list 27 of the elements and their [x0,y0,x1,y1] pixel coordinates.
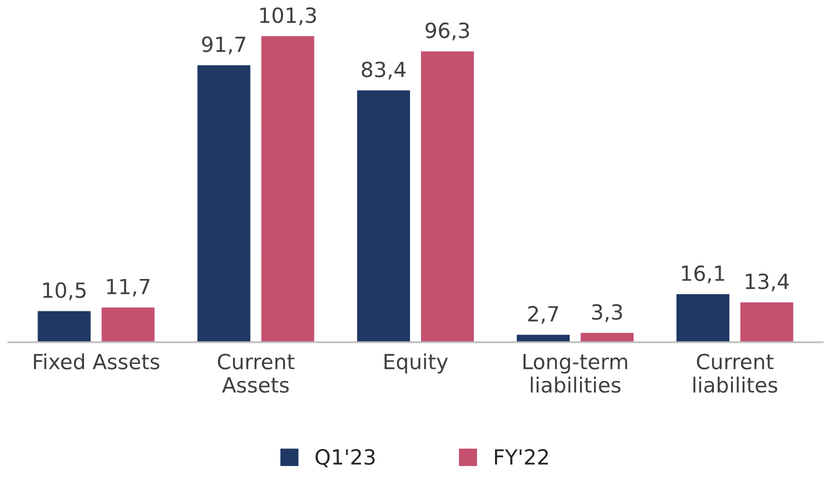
bar [260,34,316,342]
data-label: 101,3 [260,7,316,26]
data-label: 3,3 [592,304,622,322]
x-tick-label: Equity [384,353,448,374]
bar [356,88,412,342]
data-label: 96,3 [426,22,469,40]
legend-label: Q1'23 [316,449,375,468]
bar [675,292,731,342]
bar [36,310,92,342]
bar [515,333,572,342]
data-label: 2,7 [528,306,558,324]
data-label: 16,1 [682,265,724,284]
data-label: 83,4 [362,62,406,80]
data-label: 10,5 [43,282,86,300]
bar [738,300,795,342]
bar [579,332,635,342]
x-tick-label: Fixed Assets [34,353,160,370]
data-label: 11,7 [107,278,150,297]
data-label: 91,7 [202,36,246,54]
bar [100,306,156,342]
x-tick-label: Current Assets [218,354,294,393]
legend-label: FY'22 [495,449,548,465]
x-tick-label: Current liabilites [693,354,778,393]
data-label: 13,4 [746,274,789,292]
bar [196,64,252,342]
x-tick-label: Long-term liabilities [524,354,628,393]
bar [420,50,476,342]
